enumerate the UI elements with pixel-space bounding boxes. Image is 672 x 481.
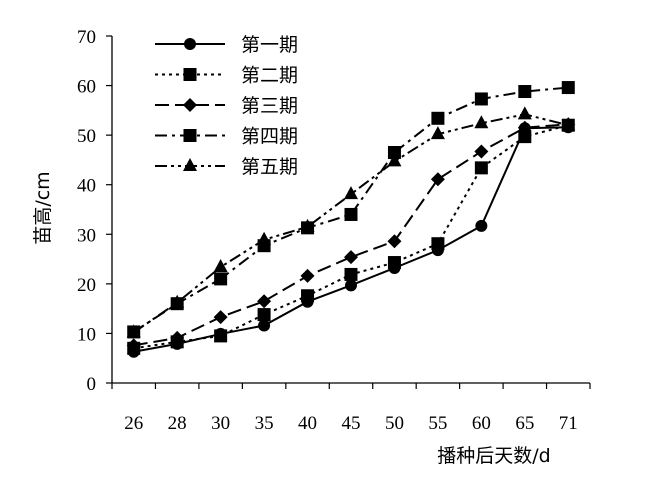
x-tick-label: 40 [298, 413, 317, 434]
data-point [474, 144, 489, 159]
series-line [133, 123, 569, 347]
data-point [258, 319, 271, 332]
x-tick-label: 45 [342, 413, 361, 434]
data-point [474, 161, 488, 175]
legend-label: 第一期 [241, 34, 298, 56]
data-point [344, 186, 358, 200]
series-4 [127, 81, 575, 339]
data-point [257, 231, 272, 245]
data-point [561, 81, 575, 95]
series-3 [126, 117, 576, 353]
x-tick-label: 65 [515, 413, 534, 434]
legend-marker [184, 38, 196, 50]
data-point [387, 153, 402, 167]
data-point [387, 234, 402, 249]
data-point [344, 250, 358, 265]
data-point [517, 120, 532, 135]
series-line [133, 113, 569, 334]
y-tick-label: 0 [87, 374, 97, 395]
data-point [431, 237, 445, 251]
series-2 [127, 118, 575, 355]
data-point [126, 324, 141, 338]
x-tick-label: 55 [428, 413, 447, 434]
data-point [344, 207, 358, 221]
data-point [475, 219, 488, 232]
y-axis-title: 苗高/cm [32, 171, 54, 244]
data-point [214, 329, 228, 343]
legend-label: 第四期 [241, 126, 298, 148]
data-point [126, 338, 141, 353]
data-point [214, 272, 228, 286]
y-tick-label: 30 [77, 225, 96, 246]
y-tick-label: 50 [77, 126, 96, 147]
y-tick-label: 70 [77, 27, 96, 48]
data-point [170, 330, 185, 345]
x-tick-label: 50 [385, 413, 404, 434]
x-tick-label: 60 [472, 413, 491, 434]
legend-entry: 第一期 [155, 34, 298, 56]
x-tick-label: 26 [124, 413, 143, 434]
x-tick-label: 35 [255, 413, 274, 434]
y-tick-label: 40 [77, 176, 96, 197]
data-point [257, 294, 272, 309]
legend-label: 第二期 [241, 65, 298, 87]
legend-marker [183, 98, 197, 112]
legend-label: 第三期 [241, 95, 298, 117]
legend-entry: 第四期 [155, 126, 298, 148]
data-point [387, 256, 401, 270]
data-point [561, 117, 576, 131]
data-point [430, 172, 445, 187]
legend-marker [183, 129, 197, 142]
data-point [387, 145, 401, 159]
axes: 0 10 20 30 40 50 60 70 26 28 30 35 40 45 50 55 60 65 71 [77, 27, 591, 434]
x-axis-title: 播种后天数/d [437, 445, 550, 467]
data-point [474, 115, 489, 129]
legend-marker [183, 68, 197, 81]
series-line [133, 124, 569, 350]
series-layer [126, 81, 576, 358]
series-5 [126, 106, 576, 338]
data-point [213, 310, 228, 325]
series-line [133, 126, 569, 353]
data-point [518, 85, 532, 99]
data-point [430, 126, 445, 140]
legend-entry: 第五期 [155, 156, 298, 178]
data-point [213, 259, 228, 273]
legend-label: 第五期 [241, 156, 298, 178]
data-point [170, 294, 185, 308]
x-tick-label: 71 [559, 413, 578, 434]
data-point [300, 268, 315, 283]
legend-marker [183, 158, 197, 171]
series-1 [127, 121, 575, 358]
legend-entry: 第二期 [155, 65, 298, 87]
y-tick-label: 60 [77, 77, 96, 98]
data-point [474, 92, 488, 106]
y-tick-label: 20 [77, 275, 96, 296]
data-point [344, 267, 358, 281]
data-point [517, 106, 532, 120]
y-tick-label: 10 [77, 324, 96, 345]
legend-entry: 第三期 [155, 95, 298, 117]
data-point [257, 308, 271, 322]
series-line [133, 86, 569, 333]
x-tick-label: 28 [168, 413, 187, 434]
x-tick-label: 30 [211, 413, 230, 434]
data-point [301, 289, 315, 303]
data-point [518, 130, 532, 144]
data-point [300, 218, 315, 232]
data-point [345, 279, 357, 292]
data-point [431, 111, 445, 125]
